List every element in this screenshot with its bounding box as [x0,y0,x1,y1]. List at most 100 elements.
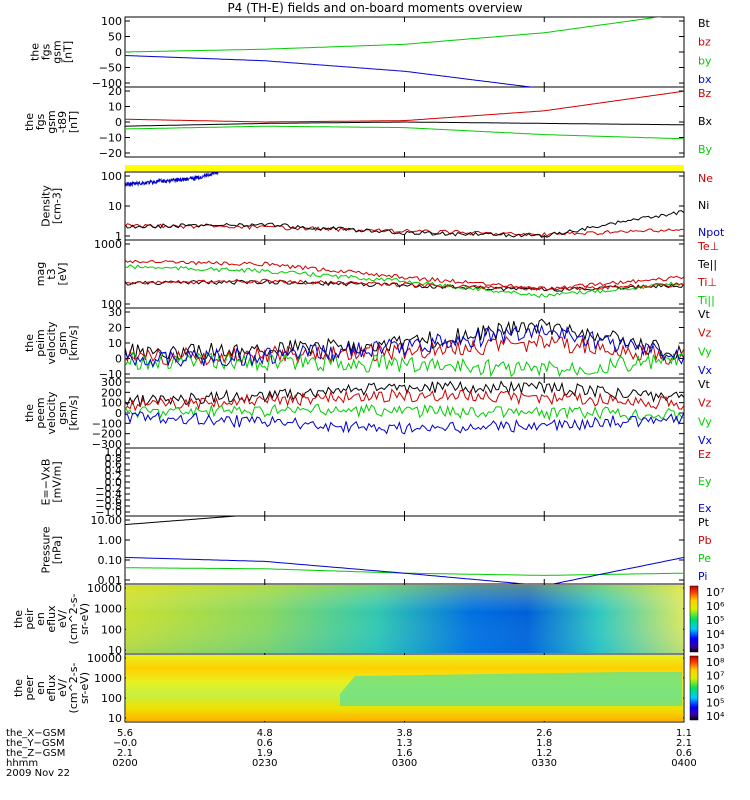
series-vx-line [125,411,684,435]
series-by-line [125,17,663,53]
series-vy-line [125,351,684,378]
footer-value: 1.8 [536,738,552,749]
y-axis-label-line: [nT] [62,41,75,63]
y-tick-label: 0.6 [105,458,123,471]
colorbar-label: 10⁵ [706,697,724,710]
series-ti-line [125,259,684,291]
footer-row-label: the_Z−GSM [6,748,65,759]
y-axis-label-line: Density [40,185,53,227]
y-tick-label: 10 [108,101,122,114]
y-axis-label-line: eflux [45,605,58,633]
y-axis-label: Pressure[nPa] [40,526,64,573]
legend-bz: bz [698,36,711,49]
y-tick-label: 100 [101,692,122,705]
footer-value: 0200 [112,758,137,769]
panel-p7: 1.00.80.60.40.20.0−0.2−0.4−0.6−0.8−1.0 E=… [40,446,712,519]
y-tick-label: 300 [101,376,122,389]
y-tick-label: 30 [108,306,122,319]
y-tick-label: 100 [101,397,122,410]
y-tick-label: −0.6 [95,494,122,507]
footer-value: −0.0 [113,738,137,749]
y-tick-label: 100 [101,15,122,28]
y-tick-label: 100 [101,298,122,311]
y-axis-label: thepeemvelocitygsm[km/s] [23,391,80,434]
y-tick-label: 20 [108,85,122,98]
panel-p5: 30 20 10 0 −10 thepeimvelocitygsm[km/s] Vt Vz Vy… [23,306,713,381]
y-axis-label-line: gsm [45,110,58,133]
y-axis-label: E=−VxB[mV/m] [40,459,64,506]
y-tick-label: −0.8 [95,500,122,513]
y-axis-label-line: gsm [56,331,69,354]
y-axis-label: thepeimvelocitygsm[km/s] [23,321,80,364]
series-pi-line [125,556,684,584]
panel-p10: 10000 1000 100 10 thepeerenefluxeV/(cm^2-s-s… [12,652,725,725]
colorbar-label: 10⁶ [706,600,725,613]
legend-bz: Bz [698,87,712,100]
panel-frame [124,16,685,88]
panel-p3: 100 10 1 Density[cm-3] Ne Ni Npot [40,170,725,243]
colorbar-label: 10⁷ [706,586,724,599]
footer-value: 1.3 [397,738,413,749]
panel-p1: 100 50 0 −50 −100 thefgsgsm[nT] Bt bz by bx [29,15,712,90]
footer-row-label: the_X−GSM [6,728,65,739]
legend-ne: Ne [698,172,713,185]
panel-frame [124,515,685,585]
legend-te: Te|| [697,258,717,271]
footer-value: 3.8 [397,728,413,739]
y-axis-label-line: eV/ [56,679,69,697]
legend-bx: bx [698,73,712,86]
y-axis-label-line: the [23,334,36,352]
footer-value: 2.1 [117,748,133,759]
footer-value: 0.6 [257,738,273,749]
legend-pb: Pb [698,534,712,547]
series-vx-line [125,323,684,368]
y-axis-label-line: Pressure [40,526,53,573]
y-tick-label: 0.2 [105,470,123,483]
spectrogram-ion-overlay [126,585,683,653]
y-tick-label: 10 [108,644,122,657]
y-axis-label-line: sr-eV) [78,603,91,635]
y-axis-label: thefgsgsm-t89[nT] [23,110,80,133]
series-vt-line [125,380,684,407]
y-tick-label: 0 [115,353,122,366]
colorbar-label: 10⁵ [706,614,724,627]
footer-value: 1.2 [536,748,552,759]
series-te-line [125,278,684,292]
y-tick-label: 1000 [94,672,122,685]
legend-ni: Ni [698,199,709,212]
legend-pe: Pe [698,552,711,565]
chart-title: P4 (TH-E) fields and on-board moments ov… [227,1,522,15]
y-tick-label: −50 [99,62,122,75]
y-axis-label: thepeirenefluxeV/(cm^2-s-sr-eV) [12,594,91,645]
footer-value: 2.1 [676,738,692,749]
legend-ti: Ti|| [697,294,715,307]
panel-frame [124,377,685,449]
y-axis-label-line: velocity [45,391,58,434]
y-axis-label-line: the [23,113,36,131]
y-axis-label-line: [km/s] [67,395,80,430]
y-axis-label-line: eflux [45,674,58,702]
footer-value: 0230 [252,758,277,769]
colorbar [689,655,699,721]
series-vy-line [125,403,684,422]
series-npot-line [125,172,219,188]
y-tick-label: 100 [101,170,122,183]
y-tick-label: −10 [99,368,122,381]
series-bx-line [125,121,684,127]
legend-vx: Vx [698,434,713,447]
legend-vz: Vz [698,327,712,340]
colorbar-label: 10⁷ [706,670,724,683]
footer-value: 1.9 [257,748,273,759]
y-axis-label-line: mag [34,262,47,286]
legend-te: Te⊥ [697,240,719,253]
y-axis-label-line: peir [23,608,36,630]
y-axis-label-line: (cm^2-s- [67,594,80,645]
colorbar [689,585,699,653]
y-tick-label: 100 [101,623,122,636]
y-tick-label: 20 [108,322,122,335]
y-tick-label: 1000 [94,603,122,616]
y-axis-label-line: [eV] [56,263,69,286]
legend-by: by [698,54,712,67]
footer-value: 5.6 [117,728,133,739]
y-axis-label: thefgsgsm[nT] [29,40,75,63]
